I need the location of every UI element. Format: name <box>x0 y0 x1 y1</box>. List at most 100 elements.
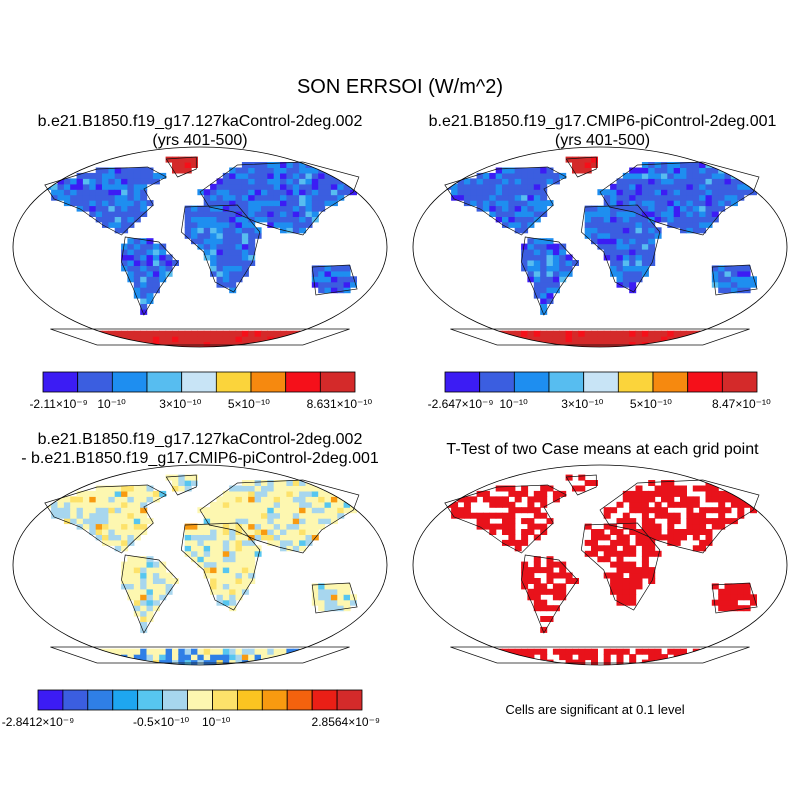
coastline-africa <box>180 522 261 611</box>
panel1-colorbar-swatch <box>146 371 183 393</box>
panel2-title: b.e21.B1850.f19_g17.CMIP6-piControl-2deg… <box>400 112 800 150</box>
panel2-map-frame <box>412 146 788 348</box>
panel2-colorbar-swatch <box>617 371 654 393</box>
panel2-colorbar-tick-label: 8.47×10⁻¹⁰ <box>712 397 771 411</box>
coastline-africa <box>580 522 661 611</box>
panel2-colorbar-tick-label: 10⁻¹⁰ <box>499 397 528 411</box>
panel3-title-line2: - b.e21.B1850.f19_g17.CMIP6-piControl-2d… <box>21 450 379 467</box>
panel2-colorbar-swatch <box>583 371 619 393</box>
panel3-grid-cells <box>44 474 357 665</box>
panel3-colorbar-swatch <box>311 689 338 711</box>
panel3-title: b.e21.B1850.f19_g17.127kaControl-2deg.00… <box>0 430 400 468</box>
panel2-title-line2: (yrs 401-500) <box>554 132 651 149</box>
coastline-southAmerica <box>121 236 179 316</box>
coastline-australia <box>311 582 358 614</box>
panel2-colorbar-swatch <box>479 371 515 393</box>
coastline-northAmerica <box>44 166 168 236</box>
panel1-colorbar: -2.11×10⁻⁹ 10⁻¹⁰ 3×10⁻¹⁰ 5×10⁻¹⁰ 8.631×10⁻¹⁰ <box>29 371 373 411</box>
coastline-australia <box>711 582 758 614</box>
panel2-title-line1: b.e21.B1850.f19_g17.CMIP6-piControl-2deg… <box>428 113 777 130</box>
coastline-northAmerica <box>444 484 568 554</box>
panel2-colorbar-tick-label: 5×10⁻¹⁰ <box>630 397 672 411</box>
panel1-colorbar-tick-label: 8.631×10⁻¹⁰ <box>307 397 373 411</box>
panel4-map <box>412 464 788 666</box>
panel2-map <box>412 146 788 348</box>
panel2-colorbar-swatch <box>687 371 723 393</box>
panel2-colorbar-swatch <box>444 371 481 393</box>
coastline-europeAsia <box>199 479 360 554</box>
panel1-colorbar-swatch <box>319 371 356 393</box>
panel1-colorbar-tick-label: -2.11×10⁻⁹ <box>29 397 87 411</box>
panel2-colorbar: -2.647×10⁻⁹ 10⁻¹⁰ 3×10⁻¹⁰ 5×10⁻¹⁰ 8.47×10⁻¹⁰ <box>428 371 771 411</box>
panel2-colorbar-swatch <box>652 371 689 393</box>
panel3-title-line1: b.e21.B1850.f19_g17.127kaControl-2deg.00… <box>37 431 363 448</box>
panel4-map-frame <box>412 464 788 666</box>
panel3-map <box>12 464 388 666</box>
coastline-australia <box>711 264 758 296</box>
panel2-grid-cells <box>444 156 757 347</box>
panel3-colorbar-swatch <box>37 689 64 711</box>
panel2-colorbar-tick-label: 3×10⁻¹⁰ <box>561 397 603 411</box>
panel3-colorbar-swatch <box>212 689 238 711</box>
coastline-africa <box>180 204 261 293</box>
coastline-europeAsia <box>599 479 760 554</box>
panel3-colorbar-swatch <box>162 689 188 711</box>
coastline-africa <box>580 204 661 293</box>
panel2-colorbar-swatch <box>721 371 758 393</box>
panel1-colorbar-swatch <box>77 371 113 393</box>
panel3-colorbar-swatch <box>87 689 114 711</box>
panel1-colorbar-swatch <box>215 371 252 393</box>
coastline-greenland <box>565 156 597 178</box>
panel1-colorbar-swatch <box>111 371 148 393</box>
panel3-colorbar-tick-label: 10⁻¹⁰ <box>202 715 231 729</box>
panel3-colorbar-swatch <box>336 689 363 711</box>
panel1-colorbar-tick-label: 5×10⁻¹⁰ <box>228 397 270 411</box>
figure-title: SON ERRSOI (W/m^2) <box>296 76 504 98</box>
coastline-europeAsia <box>599 161 760 236</box>
panel3-colorbar-tick-label: 2.8564×10⁻⁹ <box>312 715 381 729</box>
coastline-southAmerica <box>521 236 579 316</box>
panel4-coastlines <box>444 474 760 664</box>
coastline-australia <box>311 264 358 296</box>
panel1-colorbar-tick-label: 3×10⁻¹⁰ <box>159 397 201 411</box>
coastline-southAmerica <box>121 554 179 634</box>
panel4-title: T-Test of two Case means at each grid po… <box>446 441 759 458</box>
panel1-title-line2: (yrs 401-500) <box>152 132 248 149</box>
panel3-map-frame <box>12 464 388 666</box>
panel1-title: b.e21.B1850.f19_g17.127kaControl-2deg.00… <box>0 112 400 150</box>
panel2-colorbar-swatch <box>513 371 550 393</box>
panel3-colorbar-swatch <box>137 689 163 711</box>
coastline-southAmerica <box>521 554 579 634</box>
panel1-colorbar-swatch <box>42 371 79 393</box>
panel1-colorbar-swatch <box>181 371 217 393</box>
panel3-colorbar-swatch <box>261 689 288 711</box>
panel3-colorbar-swatch <box>236 689 263 711</box>
significance-note: Cells are significant at 0.1 level <box>505 702 685 717</box>
coastline-northAmerica <box>44 484 168 554</box>
panel4-grid-cells <box>444 474 757 665</box>
panel1-grid-cells <box>44 156 357 347</box>
panel2-colorbar-tick-label: -2.647×10⁻⁹ <box>428 397 494 411</box>
panel3-colorbar-swatch <box>187 689 213 711</box>
panel1-map-frame <box>12 146 388 348</box>
panel3-colorbar-tick-label: -0.5×10⁻¹⁰ <box>133 715 189 729</box>
panel3-colorbar: -2.8412×10⁻⁹ -0.5×10⁻¹⁰ 10⁻¹⁰ 2.8564×10⁻⁹ <box>2 689 381 729</box>
panel3-coastlines <box>44 474 360 664</box>
panel1-title-line1: b.e21.B1850.f19_g17.127kaControl-2deg.00… <box>37 113 363 130</box>
panel1-coastlines <box>44 156 360 346</box>
panel1-colorbar-swatch <box>285 371 321 393</box>
panel1-map <box>12 146 388 348</box>
panel3-colorbar-swatch <box>286 689 313 711</box>
panel1-colorbar-tick-label: 10⁻¹⁰ <box>97 397 126 411</box>
panel3-colorbar-swatch <box>112 689 139 711</box>
coastline-europeAsia <box>199 161 360 236</box>
panel2-coastlines <box>444 156 760 346</box>
panel1-colorbar-swatch <box>250 371 287 393</box>
coastline-antarctica <box>50 646 350 664</box>
coastline-antarctica <box>450 328 750 346</box>
panel3-colorbar-swatch <box>62 689 89 711</box>
coastline-antarctica <box>50 328 350 346</box>
coastline-greenland <box>565 474 597 496</box>
panel3-colorbar-tick-label: -2.8412×10⁻⁹ <box>2 715 75 729</box>
